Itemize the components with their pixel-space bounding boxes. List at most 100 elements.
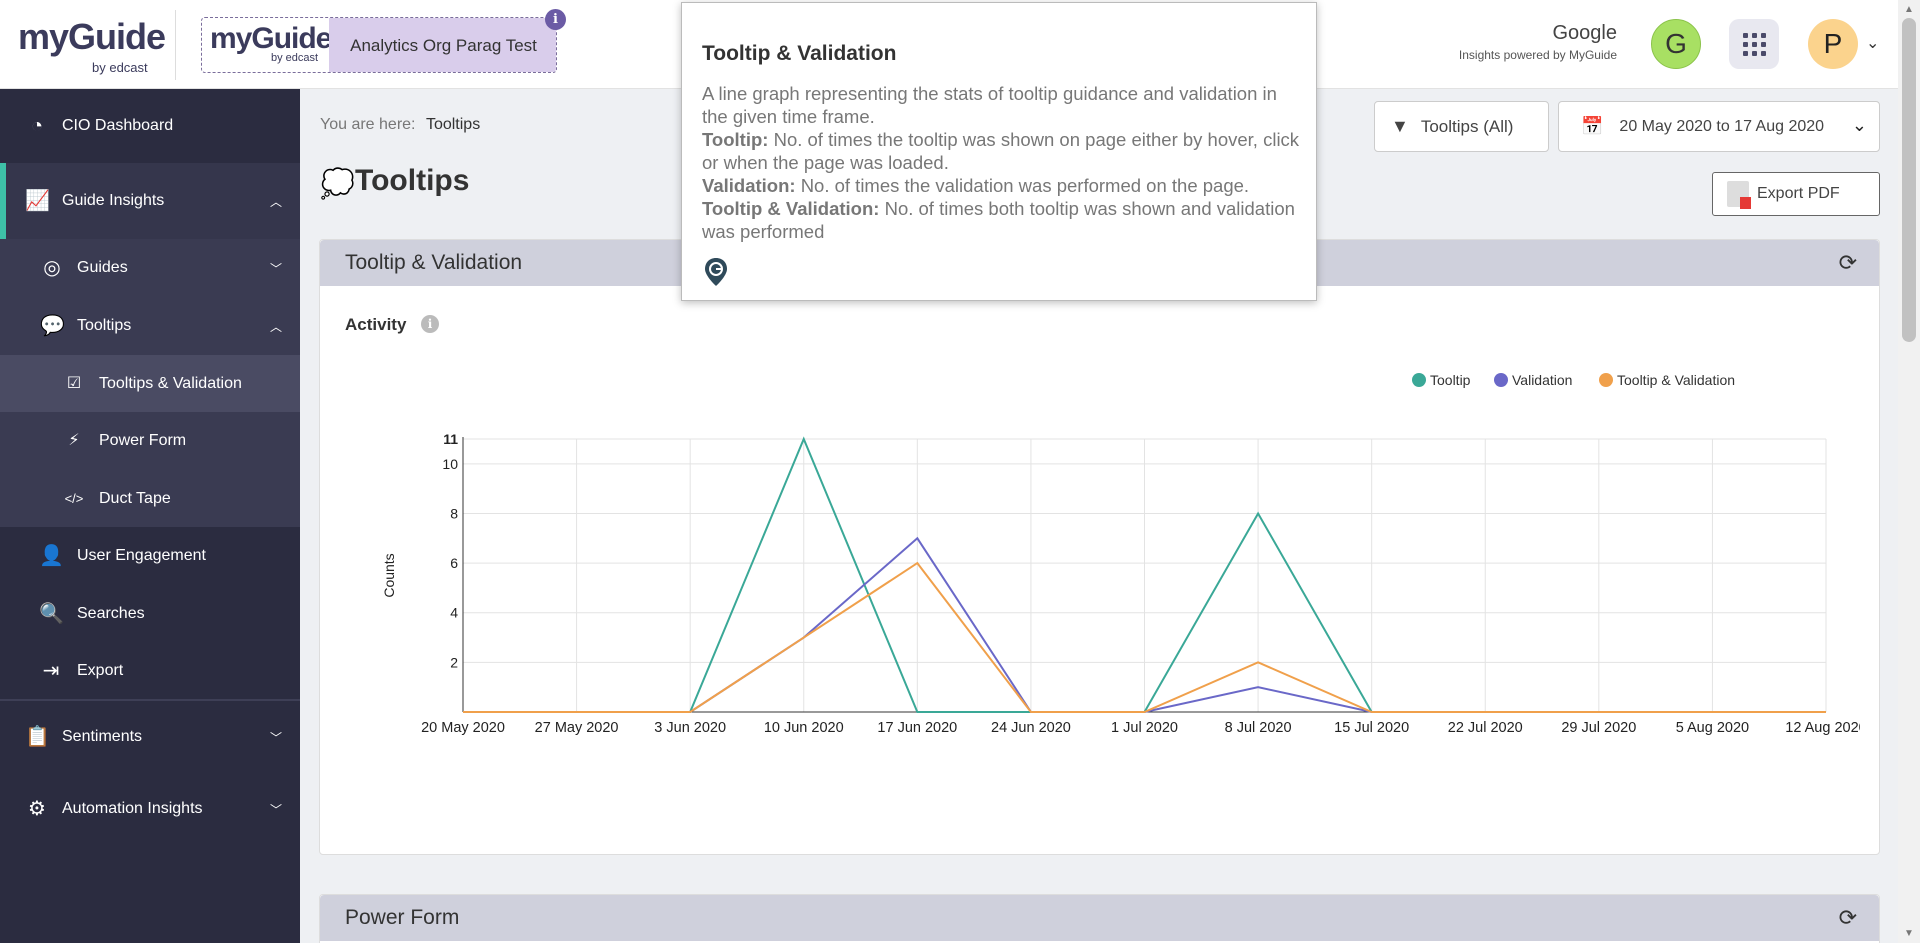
info-icon[interactable]: i xyxy=(421,315,439,333)
apps-grid-icon[interactable] xyxy=(1729,19,1779,69)
tooltip-filter-button[interactable]: ▼ Tooltips (All) xyxy=(1374,101,1549,152)
sidebar-item-label: Sentiments xyxy=(62,728,143,745)
popover-title: Tooltip & Validation xyxy=(702,42,897,65)
sidebar-item-automation-insights[interactable]: ⚙ Automation Insights ﹀ xyxy=(0,773,300,845)
x-tick-label: 15 Jul 2020 xyxy=(1334,720,1409,736)
legend-item-tooltip-validation[interactable]: Tooltip & Validation xyxy=(1599,372,1735,388)
legend-item-validation[interactable]: Validation xyxy=(1494,372,1572,388)
pdf-icon xyxy=(1727,181,1751,209)
x-tick-label: 12 Aug 2020 xyxy=(1785,720,1860,736)
scroll-thumb[interactable] xyxy=(1902,18,1916,342)
sidebar-item-tooltips[interactable]: 💬 Tooltips ︿ xyxy=(0,297,300,355)
chart-icon: 📈 xyxy=(25,190,50,212)
sidebar-item-user-engagement[interactable]: 👤 User Engagement xyxy=(0,527,300,585)
popover-term-label: Validation: xyxy=(702,175,796,196)
x-tick-label: 20 May 2020 xyxy=(421,720,505,736)
chevron-down-icon: ﹀ xyxy=(269,261,282,276)
legend-item-tooltip[interactable]: Tooltip xyxy=(1412,372,1470,388)
chat-bubbles-icon: 💬 xyxy=(40,315,65,337)
sidebar-item-label: Guides xyxy=(77,259,128,276)
date-range-picker[interactable]: 📅 20 May 2020 to 17 Aug 2020 ⌄ xyxy=(1558,101,1880,152)
x-tick-label: 22 Jul 2020 xyxy=(1448,720,1523,736)
sidebar-item-label: CIO Dashboard xyxy=(62,117,174,134)
sidebar-item-label: Searches xyxy=(77,605,145,622)
page-title: Tooltips xyxy=(355,164,470,197)
breadcrumb: You are here: Tooltips xyxy=(320,116,480,134)
chevron-down-icon: ⌄ xyxy=(1851,115,1867,135)
sidebar-item-guide-insights[interactable]: 📈 Guide Insights ︿ xyxy=(0,163,300,239)
chevron-down-icon: ﹀ xyxy=(269,802,282,817)
chevron-down-icon: ﹀ xyxy=(269,730,282,745)
x-tick-label: 3 Jun 2020 xyxy=(654,720,726,736)
sidebar-item-searches[interactable]: 🔍 Searches xyxy=(0,585,300,643)
chevron-up-icon: ︿ xyxy=(269,319,282,334)
breadcrumb-current[interactable]: Tooltips xyxy=(425,116,481,133)
brand-name: Google xyxy=(1552,22,1618,44)
sidebar: ◔ CIO Dashboard 📈 Guide Insights ︿ ◎ Gui… xyxy=(0,89,300,943)
sidebar-item-label: Export xyxy=(77,662,124,679)
activity-line-chart: 2 4 6 8 10 11 20 May 2020 27 May 2020 3 Jun 2020… xyxy=(381,431,1860,736)
filter-icon: ▼ xyxy=(1391,116,1409,136)
breadcrumb-prefix: You are here: xyxy=(320,116,416,133)
popover-term-label: Tooltip: xyxy=(702,129,769,150)
brand-avatar[interactable]: G xyxy=(1651,19,1701,69)
scroll-up-icon[interactable]: ▲ xyxy=(1904,4,1914,15)
popover-term-label: Tooltip & Validation: xyxy=(702,198,880,219)
legend-label: Validation xyxy=(1512,372,1573,388)
sidebar-item-duct-tape[interactable]: </> Duct Tape xyxy=(0,470,300,527)
chevron-down-icon[interactable]: ⌄ xyxy=(1866,35,1880,52)
legend-dot xyxy=(1412,373,1426,387)
sidebar-item-label: Tooltips xyxy=(77,317,132,334)
sidebar-item-power-form[interactable]: ⚡ Power Form xyxy=(0,412,300,470)
sidebar-item-label: Tooltips & Validation xyxy=(99,374,242,392)
org-switcher[interactable]: myGuide by edcast Analytics Org Parag Te… xyxy=(201,17,557,73)
sidebar-item-sentiments[interactable]: 📋 Sentiments ﹀ xyxy=(0,701,300,773)
myguide-pin-icon xyxy=(705,258,727,286)
sidebar-item-label: Power Form xyxy=(99,432,187,449)
main-content: You are here: Tooltips 💭 Tooltips ▼ Tool… xyxy=(300,89,1898,943)
gear-icon: ⚙ xyxy=(28,798,46,820)
popover-intro: A line graph representing the stats of t… xyxy=(702,83,1277,127)
y-tick-label: 6 xyxy=(450,555,458,571)
sidebar-item-guides[interactable]: ◎ Guides ﹀ xyxy=(0,239,300,297)
popover-term-text: No. of times both tooltip was shown and … xyxy=(702,198,1295,242)
scroll-down-icon[interactable]: ▼ xyxy=(1904,928,1914,939)
sidebar-item-tooltips-validation[interactable]: ☑ Tooltips & Validation xyxy=(0,355,300,412)
x-tick-label: 10 Jun 2020 xyxy=(764,720,844,736)
series-line-tooltip-validation xyxy=(463,561,1826,713)
user-avatar[interactable]: P xyxy=(1808,19,1858,69)
export-pdf-button[interactable]: Export PDF xyxy=(1712,172,1880,216)
chat-bubbles-icon: 💭 xyxy=(320,168,355,199)
card-title: Power Form xyxy=(345,906,460,929)
code-icon: </> xyxy=(64,490,84,506)
header-divider xyxy=(175,10,176,80)
popover-body: A line graph representing the stats of t… xyxy=(702,82,1302,243)
refresh-icon[interactable]: ⟳ xyxy=(1838,250,1857,275)
info-icon[interactable]: i xyxy=(545,9,566,30)
sidebar-item-export[interactable]: ⇥ Export xyxy=(0,643,300,699)
x-tick-label: 27 May 2020 xyxy=(535,720,619,736)
chevron-up-icon: ︿ xyxy=(269,194,282,209)
page-scrollbar[interactable]: ▲ ▼ xyxy=(1898,0,1920,943)
brand-subtitle: Insights powered by MyGuide xyxy=(1458,48,1617,62)
x-tick-label: 29 Jul 2020 xyxy=(1561,720,1636,736)
y-axis-label: Counts xyxy=(381,553,397,597)
x-tick-label: 24 Jun 2020 xyxy=(991,720,1071,736)
sidebar-item-cio-dashboard[interactable]: ◔ CIO Dashboard xyxy=(0,89,300,163)
legend-label: Tooltip xyxy=(1430,372,1471,388)
y-tick-label: 4 xyxy=(450,605,458,621)
x-tick-label: 5 Aug 2020 xyxy=(1676,720,1749,736)
logo-text: myGuide xyxy=(18,16,166,57)
x-tick-label: 17 Jun 2020 xyxy=(877,720,957,736)
refresh-icon[interactable]: ⟳ xyxy=(1838,905,1857,930)
y-tick-label: 10 xyxy=(442,456,458,472)
user-icon: 👤 xyxy=(39,545,64,567)
y-tick-label: 11 xyxy=(443,431,458,447)
legend-label: Tooltip & Validation xyxy=(1617,372,1736,388)
myguide-logo[interactable]: myGuide by edcast xyxy=(18,16,166,75)
filter-label: Tooltips (All) xyxy=(1420,116,1514,136)
logo-subtext: by edcast xyxy=(92,60,148,75)
card-title: Tooltip & Validation xyxy=(345,251,523,274)
y-tick-label: 2 xyxy=(450,654,458,670)
tooltip-validation-card: Tooltip & Validation ⟳ Activity i Toolti… xyxy=(319,239,1880,855)
